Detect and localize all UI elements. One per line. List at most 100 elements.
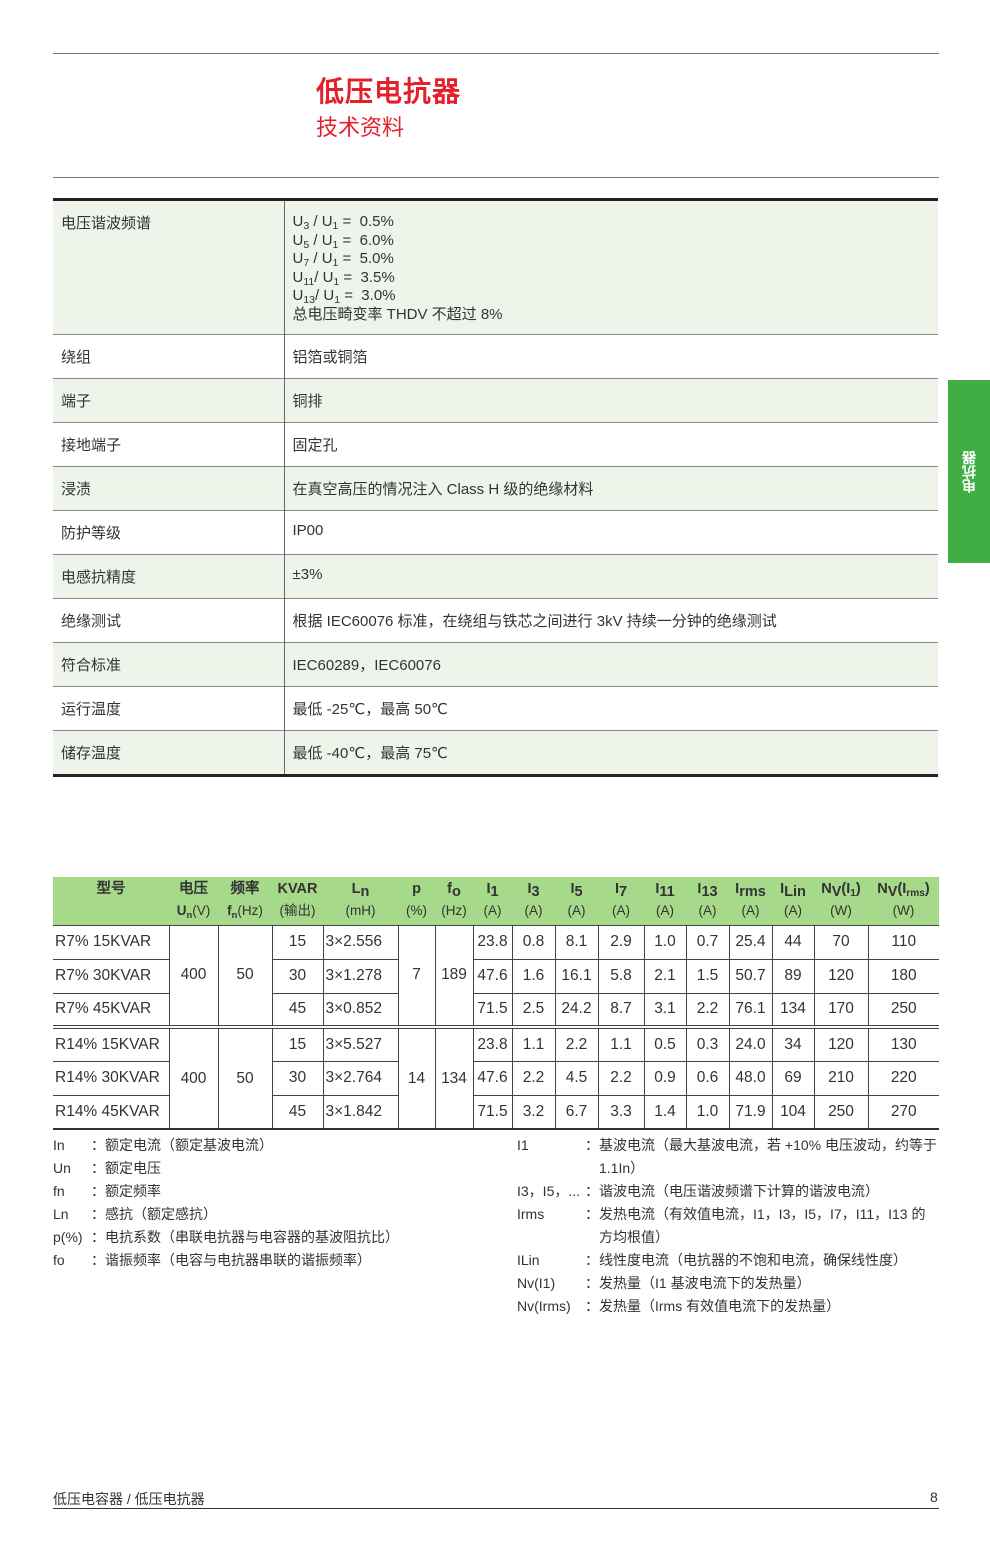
table-cell: 250 — [813, 1094, 869, 1130]
table-cell: 30 — [271, 958, 324, 994]
table-cell: 180 — [867, 958, 939, 994]
legend-symbol: Ln — [53, 1206, 69, 1222]
table-cell: R7% 15KVAR — [53, 924, 170, 960]
spec-row: 储存温度 最低 -40℃，最高 75℃ — [53, 730, 938, 776]
table-cell: 48.0 — [728, 1060, 773, 1096]
table-cell: R7% 30KVAR — [53, 958, 170, 994]
table-cell: 69 — [771, 1060, 815, 1096]
column-header: p (%) — [398, 877, 435, 925]
spec-row: 电压谐波频谱 U3 / U1 = 0.5% U5 / U1 = 6.0% U7 / U… — [53, 199, 938, 335]
legend-item: In ：额定电流（额定基波电流） — [53, 1134, 399, 1157]
legend-desc: 电抗系数（串联电抗器与电容器的基波阻抗比） — [105, 1229, 399, 1245]
table-cell: 71.9 — [728, 1094, 773, 1130]
table-cell: 24.2 — [554, 992, 599, 1028]
spec-value: 最低 -40℃，最高 75℃ — [284, 730, 938, 776]
table-cell: 4.5 — [554, 1060, 599, 1096]
table-cell: 220 — [867, 1060, 939, 1096]
spec-key: 端子 — [53, 378, 285, 423]
table-cell: 71.5 — [472, 992, 513, 1028]
column-header: 型号 — [53, 877, 169, 925]
spec-value: IP00 — [284, 510, 938, 555]
column-header: 电压 Un(V) — [169, 877, 218, 925]
spec-key: 储存温度 — [53, 730, 285, 776]
legend-item: Ln ：感抗（额定感抗） — [53, 1203, 399, 1226]
legend-desc: 线性度电流（电抗器的不饱和电流，确保线性度） — [599, 1252, 907, 1268]
spec-row: 运行温度 最低 -25℃，最高 50℃ — [53, 686, 938, 731]
spec-key: 绕组 — [53, 334, 285, 379]
legend-symbol: I3，I5，... — [517, 1183, 581, 1199]
spec-value: 在真空高压的情况注入 Class H 级的绝缘材料 — [284, 466, 938, 511]
table-cell: 5.8 — [597, 958, 645, 994]
legend-colon: ： — [91, 1206, 105, 1222]
table-cell: 0.6 — [685, 1060, 730, 1096]
spec-row: 防护等级 IP00 — [53, 510, 938, 555]
section-tab[interactable]: 电抗器 — [948, 380, 990, 563]
table-cell: 2.2 — [597, 1060, 645, 1096]
table-cell: 0.9 — [643, 1060, 687, 1096]
harmonic-ratio: U13/ U1 = 3.0% — [292, 287, 396, 306]
column-header: ILin (A) — [772, 877, 814, 925]
table-cell: 8.7 — [597, 992, 645, 1028]
table-cell: 0.7 — [685, 924, 730, 960]
spec-value: 铜排 — [284, 378, 938, 423]
column-header: Ln (mH) — [323, 877, 398, 925]
spec-key: 接地端子 — [53, 422, 285, 467]
legend-colon: ： — [91, 1183, 105, 1199]
legend-item: Nv(I1) ：发热量（I1 基波电流下的发热量） — [517, 1272, 937, 1295]
table-cell: 400 — [168, 924, 219, 1028]
table-cell: 45 — [271, 992, 324, 1028]
table-cell: 89 — [771, 958, 815, 994]
spec-row: 接地端子 固定孔 — [53, 422, 938, 467]
table-cell: 47.6 — [472, 958, 513, 994]
legend-symbol: Un — [53, 1160, 71, 1176]
legend-item: fo ：谐振频率（电容与电抗器串联的谐振频率） — [53, 1249, 399, 1272]
table-cell: 1.0 — [643, 924, 687, 960]
spec-value: 固定孔 — [284, 422, 938, 467]
table-cell: 104 — [771, 1094, 815, 1130]
table-cell: 0.3 — [685, 1025, 730, 1062]
column-header: I3 (A) — [512, 877, 555, 925]
table-cell: 210 — [813, 1060, 869, 1096]
table-cell: 1.1 — [511, 1025, 556, 1062]
table-cell: 70 — [813, 924, 869, 960]
table-cell: 400 — [168, 1025, 219, 1130]
table-row: R14% 15KVAR 400 50 15 3×5.527 14 134 23.8 1.1 2.2… — [53, 1025, 939, 1130]
table-cell: 3.1 — [643, 992, 687, 1028]
table-cell: 8.1 — [554, 924, 599, 960]
column-header: fo (Hz) — [435, 877, 473, 925]
table-cell: 16.1 — [554, 958, 599, 994]
table-cell: 3×5.527 — [322, 1025, 399, 1062]
table-cell: 0.8 — [511, 924, 556, 960]
spec-value: 根据 IEC60076 标准，在绕组与铁芯之间进行 3kV 持续一分钟的绝缘测试 — [284, 598, 938, 643]
legend-colon: ： — [91, 1229, 105, 1245]
footer-rule — [53, 1508, 939, 1509]
legend-desc: 发热电流（有效值电流，I1，I3，I5，I7，I11，I13 的方均根值） — [599, 1206, 926, 1245]
spec-row: 端子 铜排 — [53, 378, 938, 423]
table-cell: 120 — [813, 1025, 869, 1062]
table-cell: 0.5 — [643, 1025, 687, 1062]
page-title: 低压电抗器 — [316, 76, 462, 107]
legend-item: Irms ：发热电流（有效值电流，I1，I3，I5，I7，I11，I13 的方均根… — [517, 1203, 937, 1249]
table-cell: 1.5 — [685, 958, 730, 994]
legend-symbol: fn — [53, 1183, 65, 1199]
spec-key: 绝缘测试 — [53, 598, 285, 643]
page-number: 8 — [930, 1489, 938, 1505]
column-header: 频率 fn(Hz) — [218, 877, 272, 925]
legend-colon: ： — [585, 1252, 599, 1268]
harmonic-ratio: U5 / U1 = 6.0% — [292, 231, 394, 251]
column-header: KVAR (输出) — [272, 877, 323, 925]
table-cell: 30 — [271, 1060, 324, 1096]
spec-row: 浸渍 在真空高压的情况注入 Class H 级的绝缘材料 — [53, 466, 938, 511]
table-cell: 47.6 — [472, 1060, 513, 1096]
column-header: I7 (A) — [598, 877, 644, 925]
table-cell: 76.1 — [728, 992, 773, 1028]
table-cell: 270 — [867, 1094, 939, 1130]
table-row: R7% 15KVAR 400 50 15 3×2.556 7 189 23.8 0.8 8.1 2.… — [53, 924, 939, 1028]
table-cell: 130 — [867, 1025, 939, 1062]
spec-value-harmonics: U3 / U1 = 0.5% U5 / U1 = 6.0% U7 / U1 = 5.… — [284, 199, 938, 335]
table-cell: 134 — [771, 992, 815, 1028]
legend-item: I3，I5，...：谐波电流（电压谐波频谱下计算的谐波电流） — [517, 1180, 937, 1203]
table-cell: 71.5 — [472, 1094, 513, 1130]
legend-left: In：额定电流（额定基波电流） Un：额定电压 fn：额定频率 Ln：感抗（额定感抗）… — [53, 1134, 399, 1272]
legend-symbol: fo — [53, 1252, 65, 1268]
